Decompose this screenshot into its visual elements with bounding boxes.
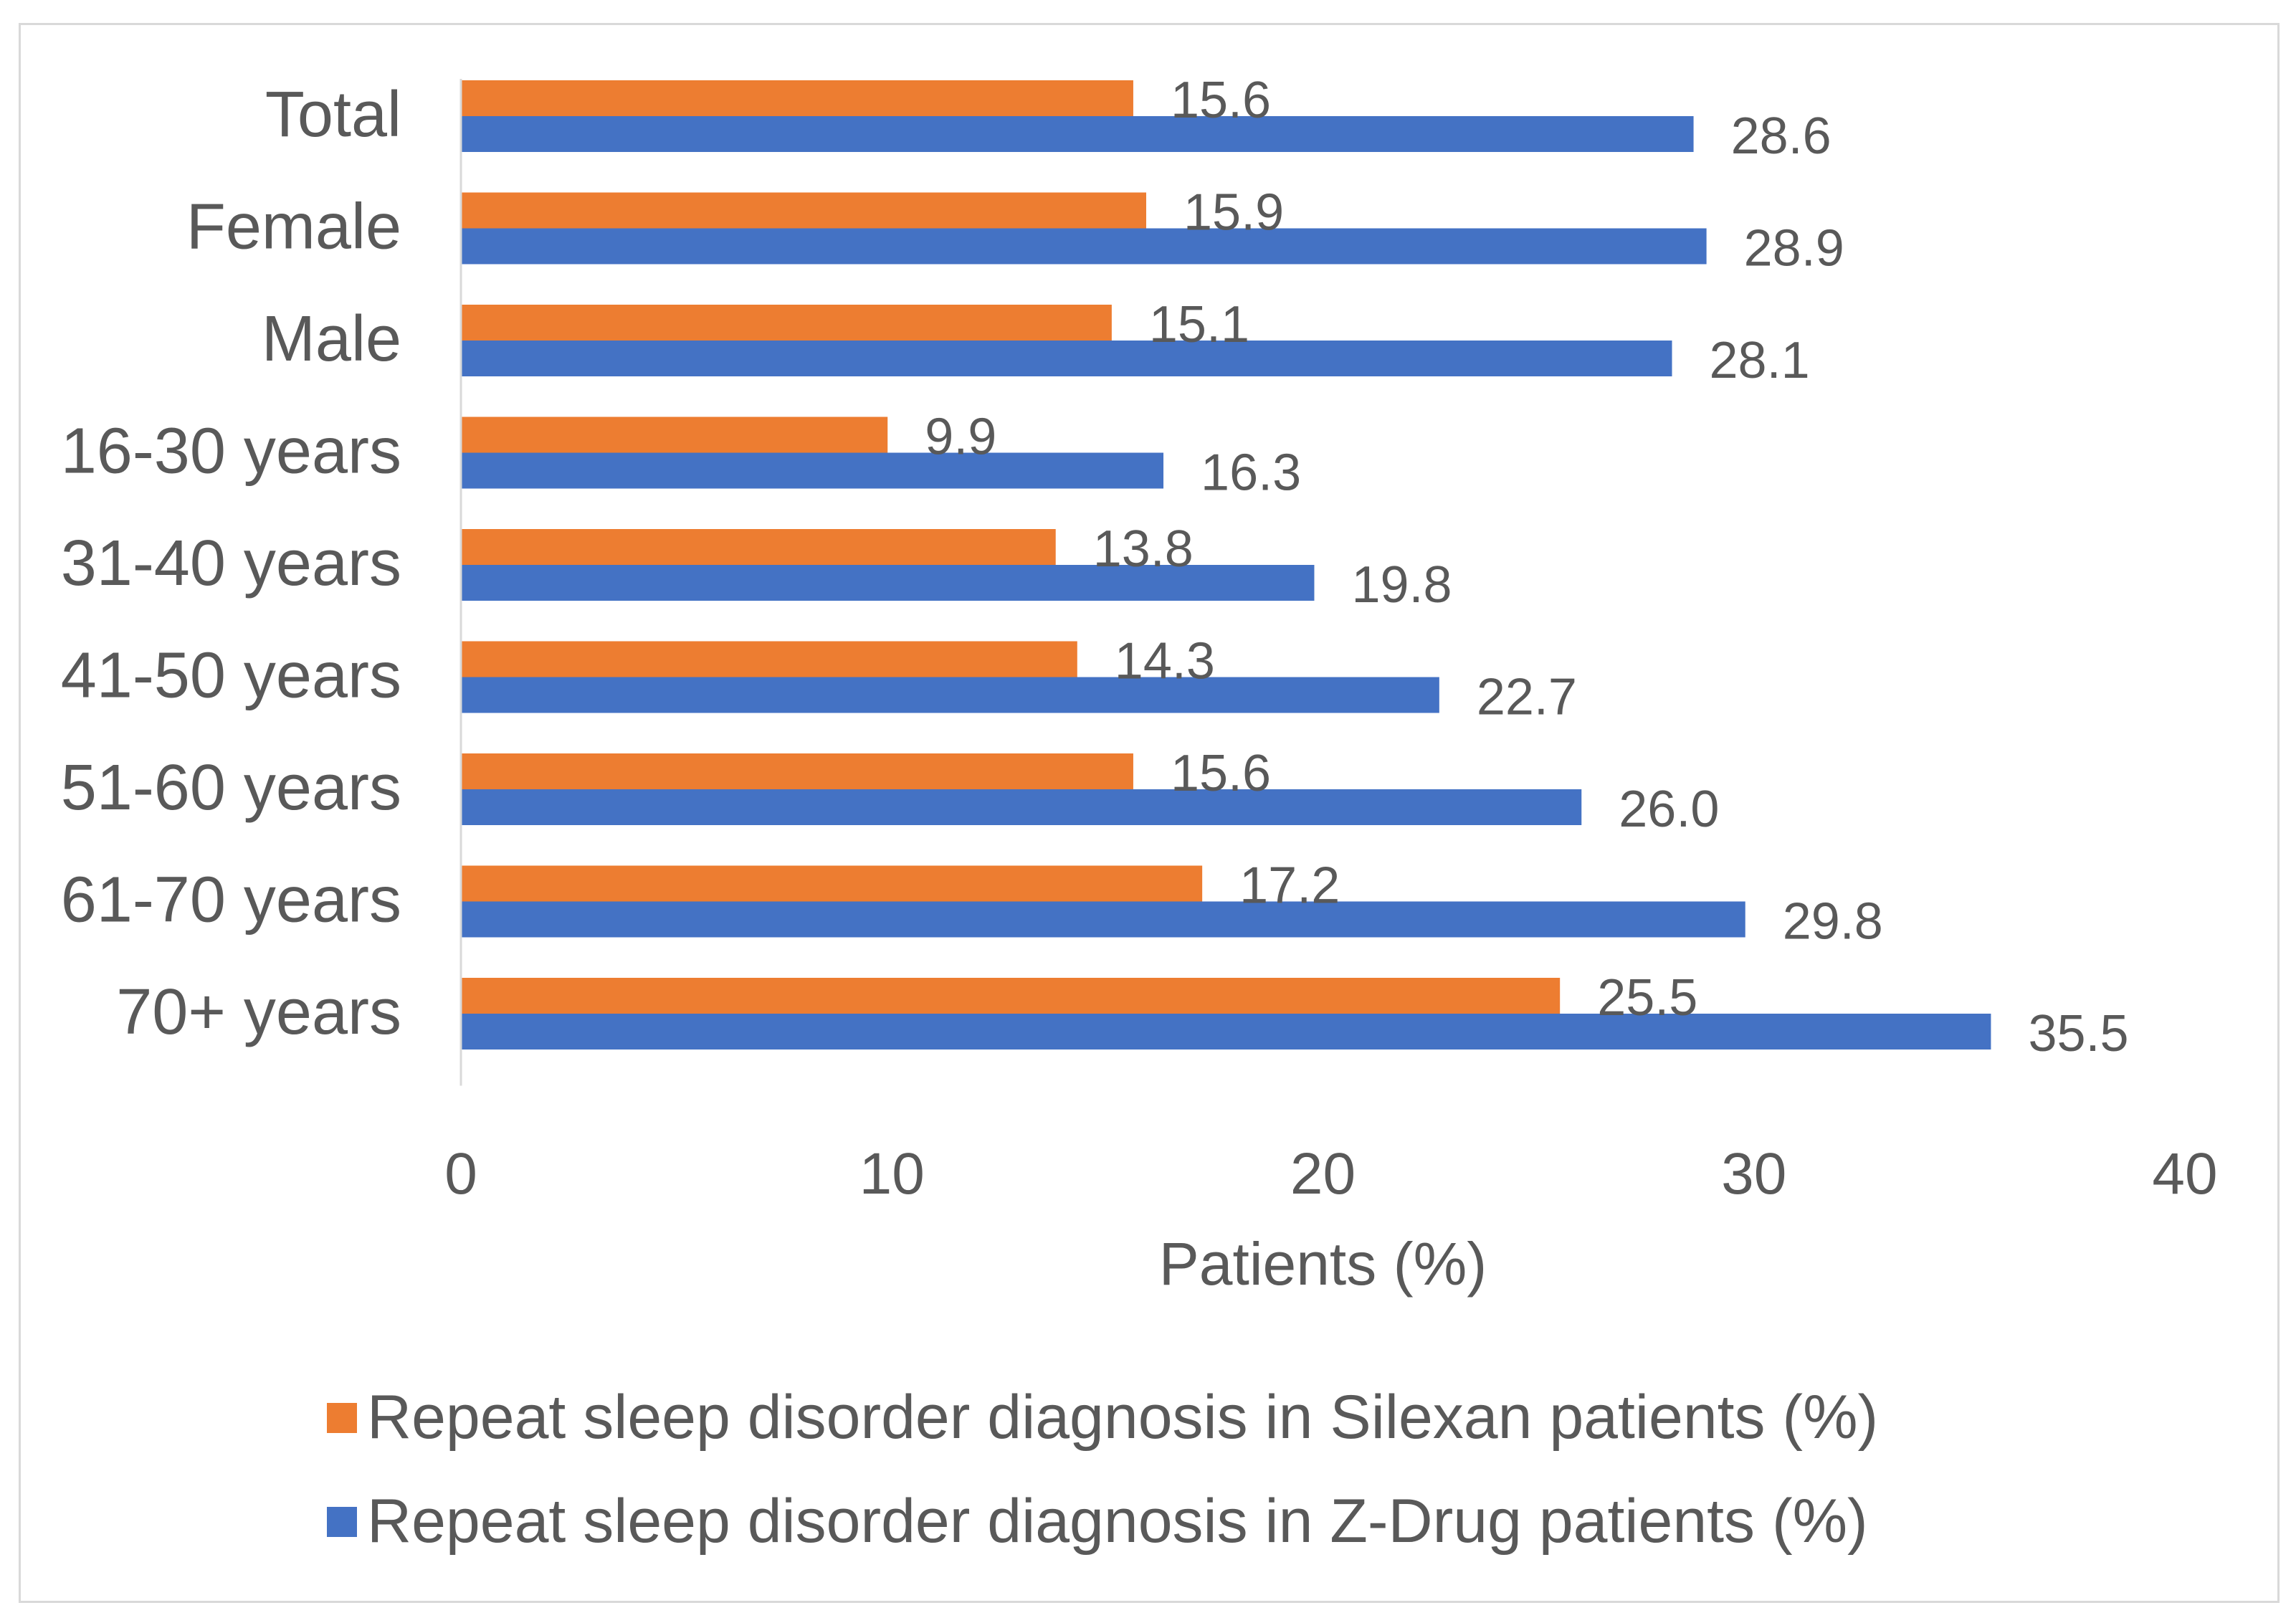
bar-chart: 15.6 28.6 15.9 28.9 15.1 28.1 9.9 16.313.8 19.8 1…: [61, 72, 2218, 1298]
x-tick-label-0: 0: [444, 1141, 477, 1206]
bar-zdrug-70-years: [461, 1014, 1991, 1050]
bar-zdrug-16-30-years: [461, 452, 1164, 489]
x-tick-label-30: 30: [1721, 1141, 1786, 1206]
legend-item-silexan: Repeat sleep disorder diagnosis in Silex…: [327, 1366, 1878, 1470]
category-labels-layer: Total Female Male 16-30 years 31-40 years 41-…: [61, 79, 401, 1048]
value-label-silexan-31-40-years: 13.8: [1093, 520, 1194, 578]
value-label-silexan-16-30-years: 9.9: [925, 409, 996, 466]
x-axis-ticks-layer: 0 10 20 30 40: [444, 1141, 2217, 1206]
bar-silexan-male: [461, 305, 1112, 341]
value-label-silexan-70-years: 25.5: [1597, 969, 1697, 1027]
value-label-zdrug-51-60-years: 26.0: [1619, 781, 1719, 838]
legend-swatch-zdrug: [327, 1506, 357, 1537]
legend-label-zdrug: Repeat sleep disorder diagnosis in Z-Dru…: [367, 1487, 1868, 1556]
category-label-61-70-years: 61-70 years: [61, 865, 401, 936]
x-axis-title: Patients (%): [1159, 1230, 1487, 1298]
bar-zdrug-31-40-years: [461, 565, 1315, 601]
value-label-zdrug-total: 28.6: [1731, 108, 1831, 165]
value-label-zdrug-16-30-years: 16.3: [1201, 444, 1301, 502]
bar-zdrug-61-70-years: [461, 901, 1745, 938]
bar-silexan-70-years: [461, 978, 1561, 1014]
value-label-zdrug-61-70-years: 29.8: [1783, 893, 1883, 951]
bar-zdrug-41-50-years: [461, 677, 1439, 713]
value-label-zdrug-41-50-years: 22.7: [1477, 669, 1577, 726]
value-label-zdrug-male: 28.1: [1710, 332, 1810, 389]
category-label-31-40-years: 31-40 years: [61, 528, 401, 599]
bar-zdrug-male: [461, 341, 1672, 376]
value-label-zdrug-31-40-years: 19.8: [1351, 556, 1452, 614]
bars-layer: [461, 80, 1991, 1050]
category-label-male: Male: [262, 303, 401, 375]
bar-zdrug-female: [461, 228, 1707, 265]
bar-silexan-41-50-years: [461, 641, 1077, 677]
bar-silexan-16-30-years: [461, 417, 888, 453]
bar-silexan-61-70-years: [461, 865, 1203, 902]
value-label-zdrug-female: 28.9: [1744, 220, 1844, 277]
value-label-silexan-male: 15.1: [1149, 296, 1249, 353]
category-label-70-years: 70+ years: [116, 976, 401, 1048]
value-label-silexan-51-60-years: 15.6: [1171, 745, 1271, 802]
category-label-41-50-years: 41-50 years: [61, 640, 401, 712]
category-label-female: Female: [186, 191, 401, 263]
legend-label-silexan: Repeat sleep disorder diagnosis in Silex…: [367, 1383, 1879, 1452]
legend: Repeat sleep disorder diagnosis in Silex…: [327, 1366, 1878, 1574]
x-tick-label-40: 40: [2152, 1141, 2217, 1206]
category-label-51-60-years: 51-60 years: [61, 752, 401, 824]
category-label-16-30-years: 16-30 years: [61, 416, 401, 487]
value-labels-layer: 15.6 28.6 15.9 28.9 15.1 28.1 9.9 16.313.8 19.8 1…: [925, 72, 2128, 1062]
legend-swatch-silexan: [327, 1402, 357, 1433]
bar-zdrug-total: [461, 116, 1694, 152]
bar-silexan-female: [461, 192, 1146, 229]
value-label-zdrug-70-years: 35.5: [2028, 1005, 2128, 1062]
bar-silexan-31-40-years: [461, 529, 1056, 565]
value-label-silexan-41-50-years: 14.3: [1115, 633, 1215, 690]
value-label-silexan-total: 15.6: [1171, 72, 1271, 129]
category-label-total: Total: [265, 79, 401, 151]
bar-zdrug-51-60-years: [461, 789, 1582, 825]
x-tick-label-20: 20: [1290, 1141, 1356, 1206]
x-tick-label-10: 10: [859, 1141, 925, 1206]
value-label-silexan-female: 15.9: [1183, 184, 1284, 242]
value-label-silexan-61-70-years: 17.2: [1239, 857, 1340, 915]
bar-silexan-total: [461, 80, 1133, 116]
legend-item-zdrug: Repeat sleep disorder diagnosis in Z-Dru…: [327, 1470, 1878, 1574]
bar-silexan-51-60-years: [461, 753, 1133, 789]
